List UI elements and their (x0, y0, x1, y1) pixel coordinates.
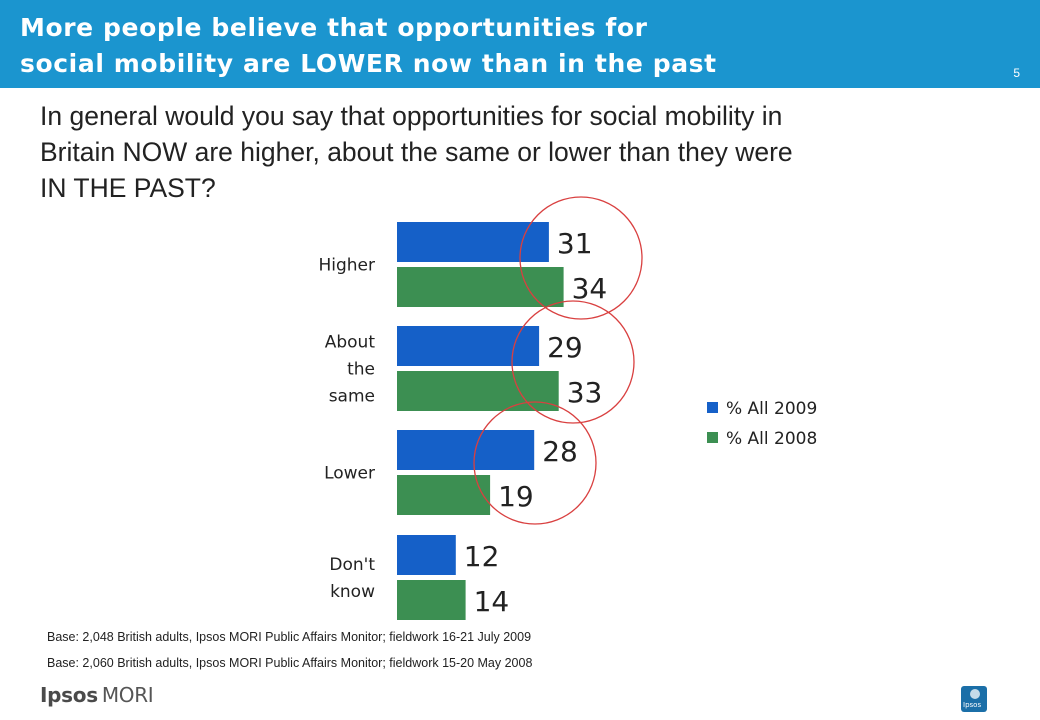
bar-lower-series2 (397, 475, 491, 515)
legend-label-series1: % All 2009 (726, 399, 817, 419)
value-label-lower-series2: 19 (498, 480, 534, 513)
bar-dont-know-series1 (397, 535, 456, 575)
category-label-about-the-same: same (329, 387, 375, 407)
ipsos-badge-icon: Ipsos (961, 686, 987, 712)
category-label-dont-know: know (330, 582, 375, 602)
legend-swatch-series2 (707, 432, 718, 443)
category-label-dont-know: Don't (329, 555, 375, 575)
base-note-2009: Base: 2,048 British adults, Ipsos MORI P… (47, 630, 532, 644)
legend-label-series2: % All 2008 (726, 429, 817, 449)
legend-swatch-series1 (707, 402, 718, 413)
bar-dont-know-series2 (397, 580, 466, 620)
category-label-about-the-same: About (325, 333, 376, 353)
badge-dot (970, 689, 980, 699)
value-label-about-the-same-series1: 29 (547, 331, 583, 364)
bar-higher-series1 (397, 222, 549, 262)
survey-question: In general would you say that opportunit… (40, 98, 1000, 206)
value-label-about-the-same-series2: 33 (567, 376, 603, 409)
title-bar: More people believe that opportunities f… (0, 0, 1040, 88)
value-label-lower-series1: 28 (542, 435, 578, 468)
base-note-2008: Base: 2,060 British adults, Ipsos MORI P… (47, 656, 533, 670)
highlight-circle-lower (473, 401, 597, 525)
value-label-dont-know-series2: 14 (474, 585, 510, 618)
logo-ipsos: Ipsos (40, 683, 98, 707)
badge-text: Ipsos (963, 701, 982, 709)
bar-lower-series1 (397, 430, 535, 470)
slide-title-line2: social mobility are LOWER now than in th… (20, 49, 717, 78)
highlight-circle-about-the-same (511, 300, 635, 424)
bar-higher-series2 (397, 267, 564, 307)
question-line1: In general would you say that opportunit… (40, 101, 783, 131)
slide-title-line1: More people believe that opportunities f… (20, 13, 648, 42)
value-label-dont-know-series1: 12 (464, 540, 500, 573)
ipsos-mori-logo: Ipsos MORI (40, 683, 154, 707)
question-line2: Britain NOW are higher, about the same o… (40, 137, 793, 167)
bar-about-the-same-series2 (397, 371, 559, 411)
category-label-higher: Higher (318, 256, 375, 276)
category-label-about-the-same: the (347, 360, 375, 380)
highlight-circle-higher (519, 196, 643, 320)
question-line3: IN THE PAST? (40, 173, 216, 203)
bar-about-the-same-series1 (397, 326, 540, 366)
slide-title: More people believe that opportunities f… (20, 10, 920, 82)
value-label-higher-series2: 34 (572, 272, 608, 305)
page-number: 5 (1013, 66, 1020, 80)
value-label-higher-series1: 31 (557, 227, 593, 260)
logo-mori: MORI (101, 683, 154, 707)
category-label-lower: Lower (324, 464, 375, 484)
